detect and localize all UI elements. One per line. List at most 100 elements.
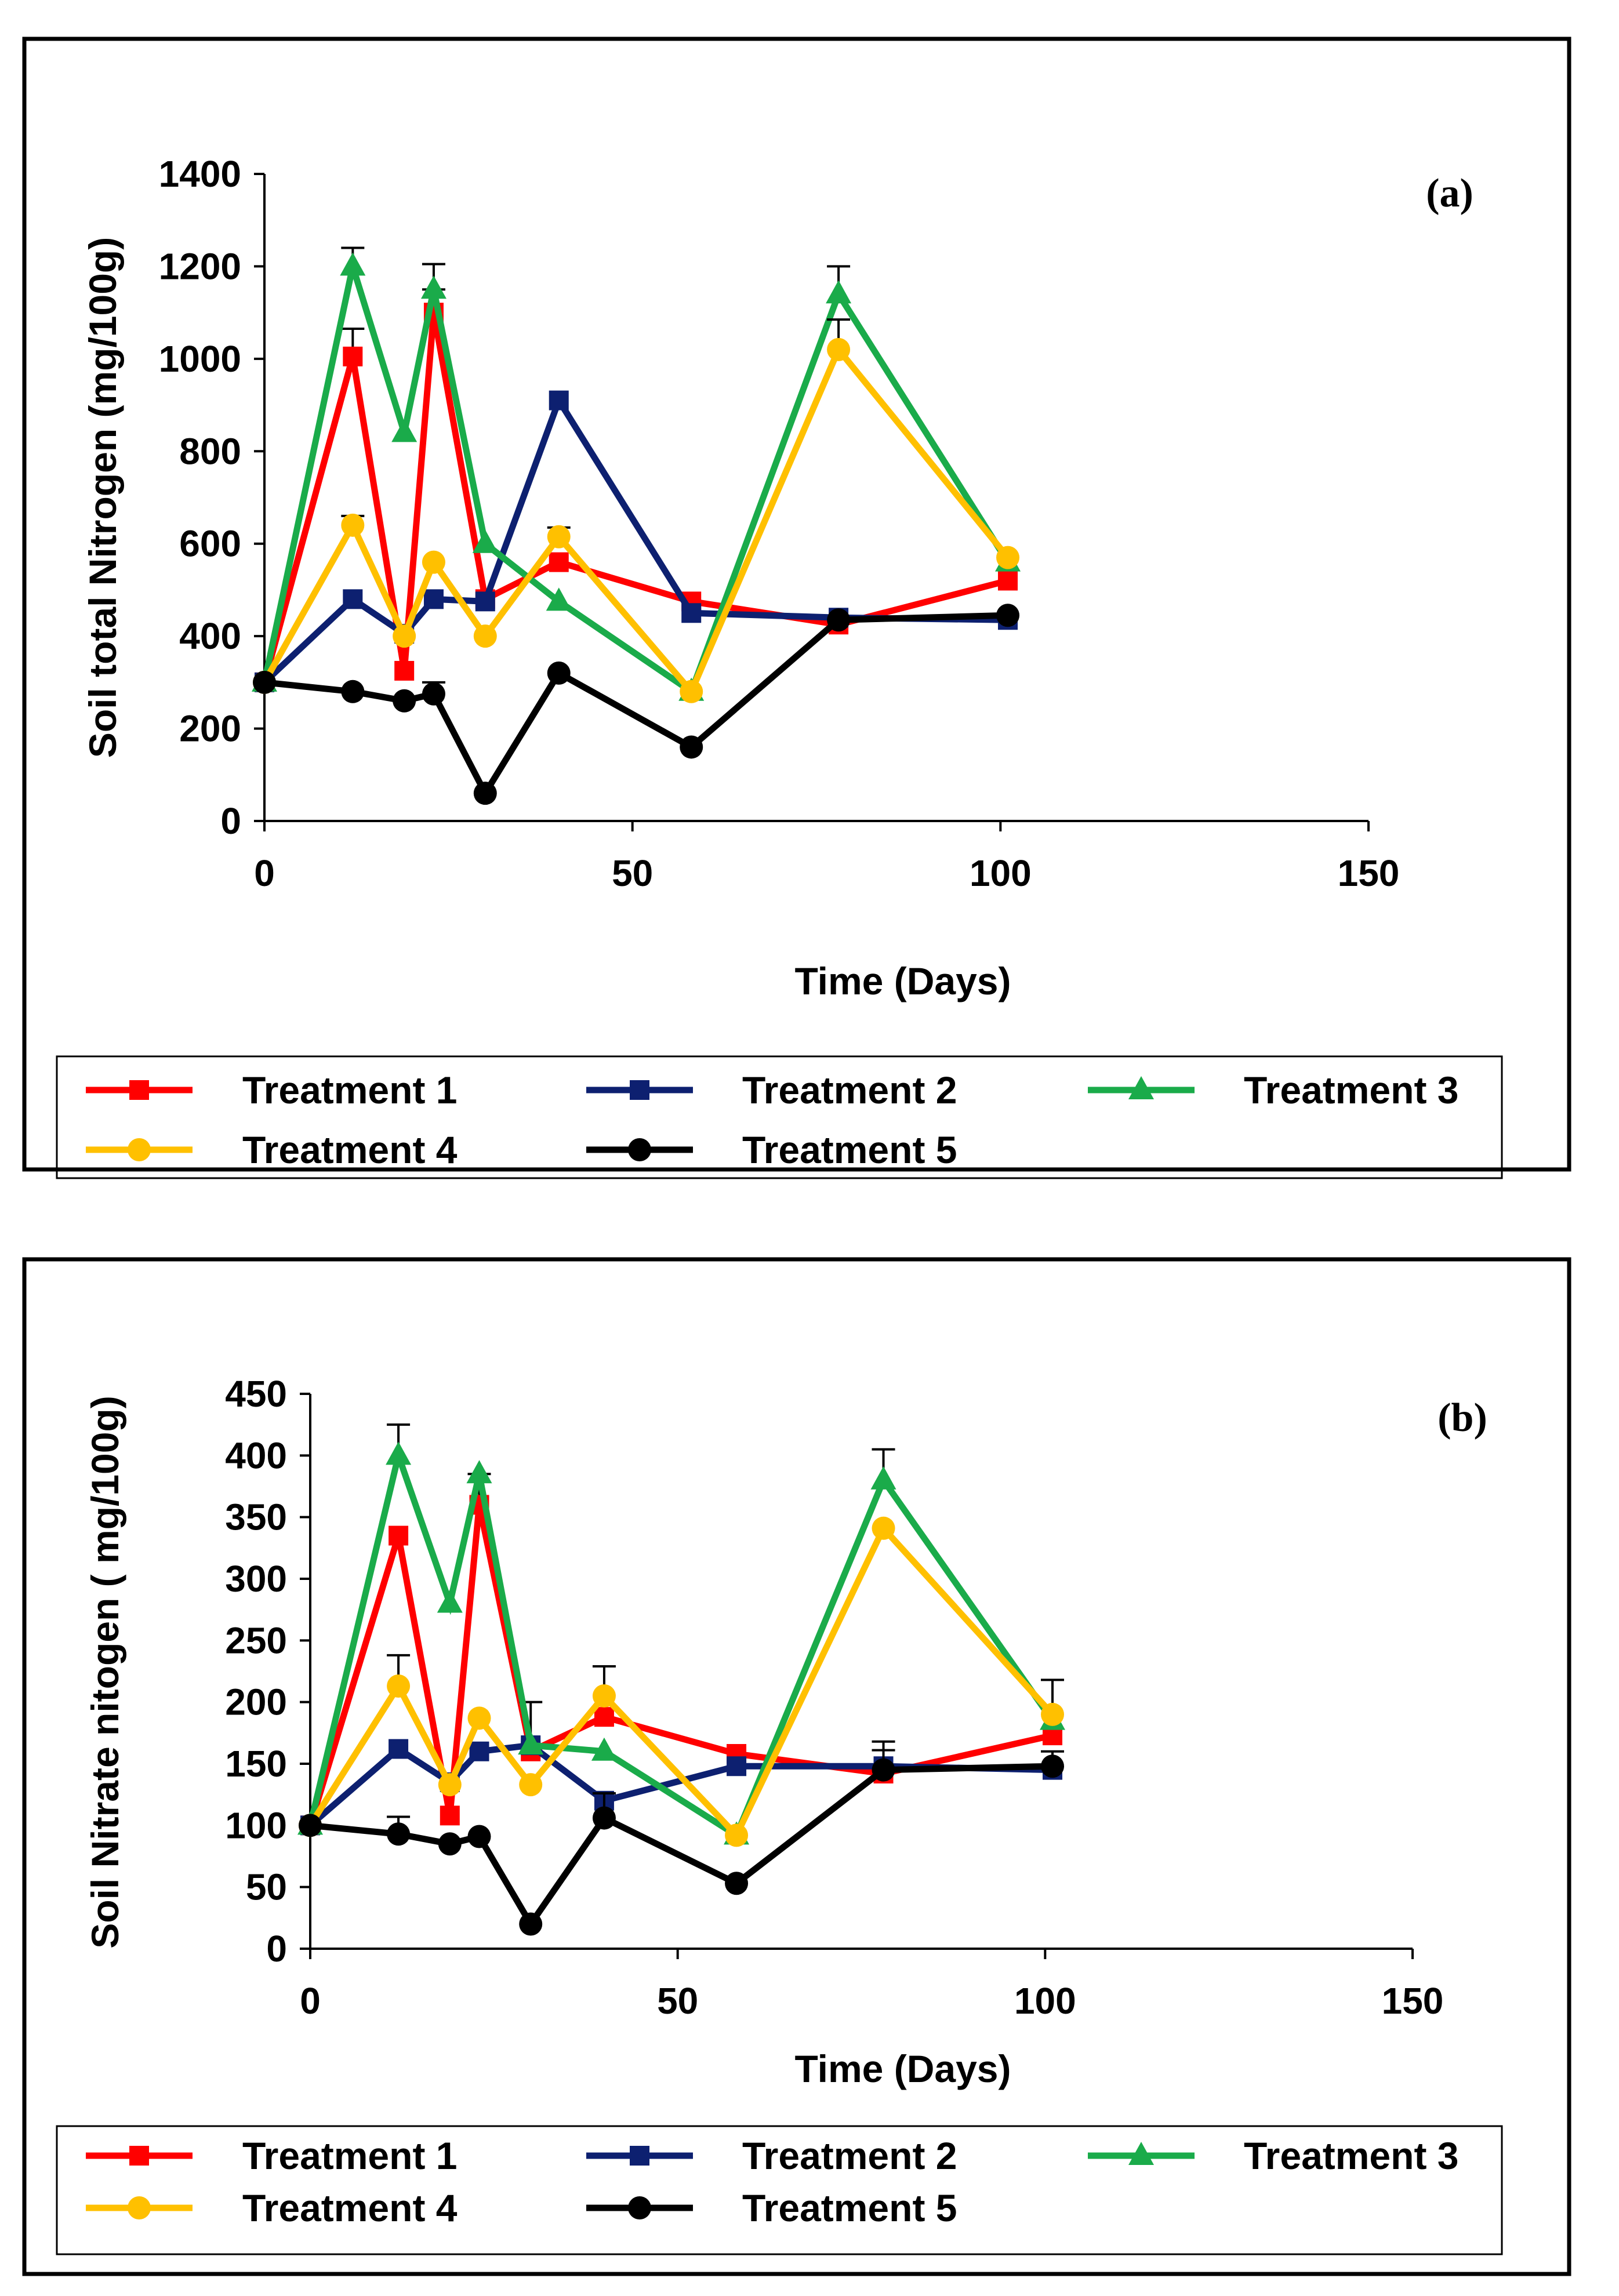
data-point [826, 280, 852, 304]
legend-item-2: Treatment 2 [586, 1069, 957, 1111]
data-point [386, 1441, 412, 1465]
data-point [680, 735, 703, 759]
chart-b: 0 50 100 150 200 250 300 350 400 450 0 50 100 150 Time… [22, 1257, 1571, 2276]
data-point [299, 1814, 322, 1837]
y-tick-label: 1200 [159, 245, 241, 287]
y-tick-label: 0 [220, 800, 241, 842]
x-tick-label: 100 [1014, 1980, 1076, 2022]
data-point [437, 1589, 463, 1613]
data-point [389, 1525, 409, 1546]
x-tick-label: 150 [1338, 852, 1400, 894]
legend-label: Treatment 1 [242, 2134, 457, 2177]
data-point [389, 1739, 409, 1759]
legend-label: Treatment 5 [742, 1128, 957, 1171]
y-tick-label: 1400 [159, 153, 241, 195]
data-point [547, 661, 571, 685]
x-tick-label: 50 [657, 1980, 698, 2022]
series-5 [253, 604, 1020, 805]
data-point [343, 589, 363, 609]
figure-frame [22, 37, 1571, 1172]
y-tick-label: 200 [179, 708, 241, 750]
x-axis-title: Time (Days) [795, 2047, 1011, 2090]
data-point [518, 1731, 544, 1755]
panel-label: (b) [1438, 1396, 1487, 1440]
legend-item-3: Treatment 3 [1088, 2134, 1458, 2177]
data-point [391, 419, 418, 442]
y-tick-label: 450 [225, 1373, 287, 1415]
data-point [466, 1460, 492, 1484]
legend-label: Treatment 4 [242, 1128, 458, 1171]
legend-item-4: Treatment 4 [86, 1128, 458, 1171]
data-point [519, 1912, 543, 1936]
y-tick-label: 1000 [159, 338, 241, 380]
y-tick-label: 250 [225, 1619, 287, 1661]
legend-item-5: Treatment 5 [586, 2186, 957, 2229]
data-point [591, 1737, 617, 1761]
x-tick-label: 150 [1382, 1980, 1444, 2022]
data-point [681, 603, 702, 623]
series-line [264, 612, 1008, 800]
data-point [1041, 1754, 1065, 1778]
legend-item-4: Treatment 4 [86, 2186, 458, 2229]
x-tick-label: 0 [254, 852, 275, 894]
series-line [308, 1742, 1053, 1828]
series-line [310, 1763, 1053, 1930]
data-point [341, 513, 365, 537]
figure-frame [22, 1257, 1571, 2276]
legend-swatch-marker [128, 2196, 151, 2219]
series-2 [300, 1735, 1065, 1836]
data-point [519, 1773, 543, 1797]
legend-item-3: Treatment 3 [1088, 1069, 1458, 1111]
data-point [394, 660, 415, 681]
data-point [467, 1825, 491, 1848]
legend-label: Treatment 3 [1244, 1069, 1458, 1111]
data-point [549, 552, 569, 572]
data-point [438, 1832, 462, 1856]
y-tick-label: 800 [179, 430, 241, 472]
data-point [996, 604, 1020, 627]
x-tick-label: 0 [300, 1980, 321, 2022]
legend-item-1: Treatment 1 [86, 2134, 457, 2177]
data-point [727, 1756, 747, 1777]
data-point [870, 1466, 896, 1490]
panel-label: (a) [1426, 171, 1473, 216]
series-5 [299, 1749, 1065, 1936]
data-point [680, 680, 703, 703]
data-point [393, 689, 416, 713]
legend-item-5: Treatment 5 [586, 1128, 957, 1171]
data-point [253, 670, 276, 694]
data-point [387, 1822, 411, 1846]
y-tick-label: 50 [246, 1866, 287, 1908]
legend-item-2: Treatment 2 [586, 2134, 957, 2177]
data-point [341, 680, 365, 703]
legend-swatch-marker [1128, 1076, 1154, 1099]
series-3 [252, 246, 1021, 701]
legend-label: Treatment 4 [242, 2186, 458, 2229]
data-point [827, 608, 851, 632]
data-point [725, 1872, 749, 1895]
data-point [872, 1758, 895, 1782]
y-tick-label: 300 [225, 1558, 287, 1600]
data-point [340, 252, 366, 276]
legend-box [56, 1055, 1503, 1179]
legend-swatch-marker [630, 2146, 649, 2166]
data-point [592, 1806, 616, 1830]
x-tick-label: 100 [970, 852, 1032, 894]
legend-swatch-marker [630, 1080, 649, 1100]
legend-label: Treatment 1 [242, 1069, 457, 1111]
data-point [547, 525, 571, 548]
legend-label: Treatment 2 [742, 1069, 957, 1111]
data-point [422, 682, 445, 706]
data-point [422, 550, 445, 574]
series-2 [255, 390, 1018, 692]
legend-swatch-marker [628, 1138, 651, 1161]
data-point [420, 275, 447, 299]
y-axis-title: Soil total Nitrogen (mg/100g) [81, 237, 124, 758]
y-tick-label: 600 [179, 523, 241, 565]
legend-label: Treatment 2 [742, 2134, 957, 2177]
legend-swatch-marker [1128, 2142, 1154, 2165]
data-point [725, 1823, 749, 1847]
legend-item-1: Treatment 1 [86, 1069, 457, 1111]
data-point [998, 571, 1018, 591]
data-point [473, 782, 497, 805]
